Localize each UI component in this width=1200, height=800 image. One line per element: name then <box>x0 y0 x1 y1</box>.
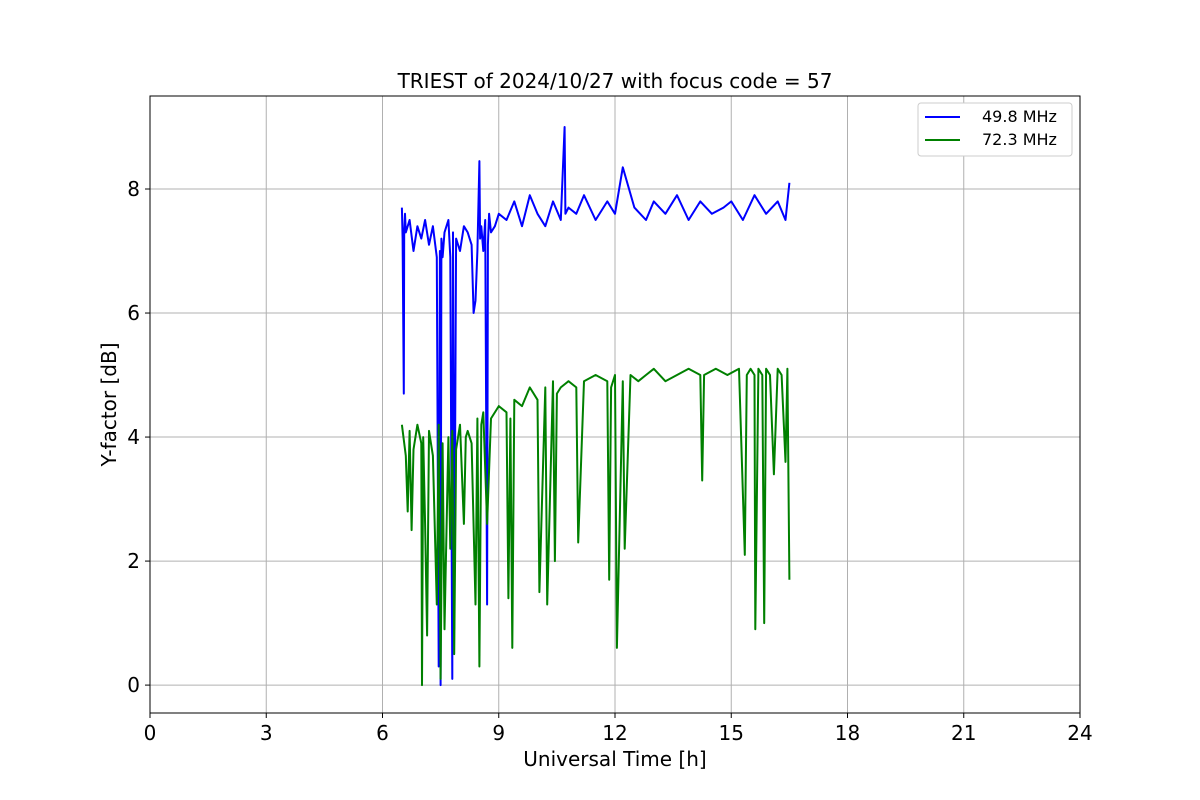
series-line-72-3-mhz <box>400 367 791 687</box>
y-tick-label: 0 <box>127 673 140 697</box>
x-tick-label: 15 <box>719 721 744 745</box>
x-tick-label: 18 <box>835 721 860 745</box>
x-tick-label: 9 <box>492 721 505 745</box>
y-tick-label: 2 <box>127 549 140 573</box>
x-axis: 0 3 6 9 12 15 18 21 24 <box>144 713 1093 745</box>
legend-label-49-8: 49.8 MHz <box>982 107 1057 126</box>
x-axis-label: Universal Time [h] <box>523 747 706 771</box>
legend-label-72-3: 72.3 MHz <box>982 130 1057 149</box>
x-tick-label: 24 <box>1067 721 1092 745</box>
y-tick-label: 4 <box>127 425 140 449</box>
y-tick-label: 6 <box>127 301 140 325</box>
x-tick-label: 12 <box>602 721 627 745</box>
y-axis-label: Y-factor [dB] <box>97 342 121 467</box>
y-axis: 0 2 4 6 8 <box>127 177 150 697</box>
chart-title: TRIEST of 2024/10/27 with focus code = 5… <box>397 69 833 93</box>
x-tick-label: 21 <box>951 721 976 745</box>
x-tick-label: 0 <box>144 721 157 745</box>
y-tick-label: 8 <box>127 177 140 201</box>
x-tick-label: 3 <box>260 721 273 745</box>
x-tick-label: 6 <box>376 721 389 745</box>
series-layer <box>400 126 791 687</box>
series-line-49-8-mhz <box>400 126 791 687</box>
legend: 49.8 MHz 72.3 MHz <box>917 102 1073 157</box>
